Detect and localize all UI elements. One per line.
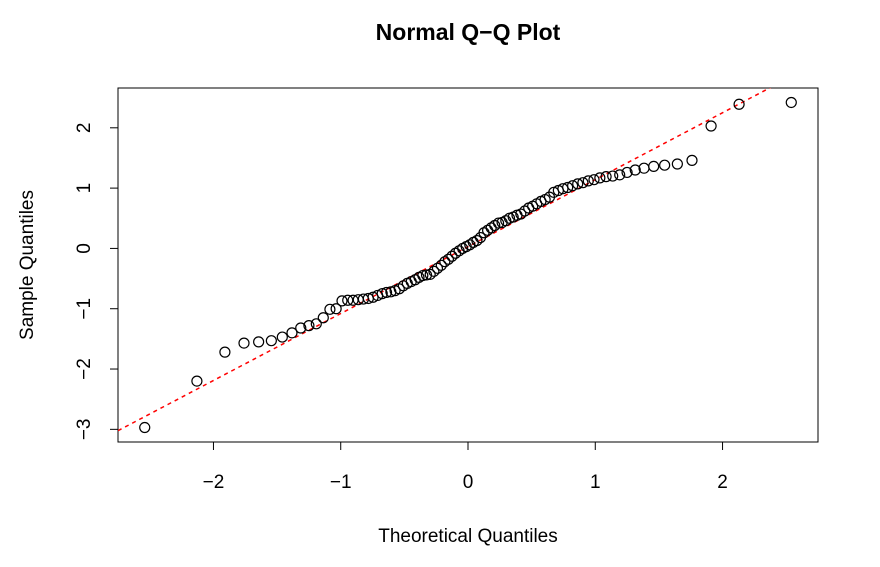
point <box>286 327 298 339</box>
point <box>310 318 322 330</box>
plot-area <box>118 88 772 432</box>
point <box>582 175 594 187</box>
point <box>219 346 231 358</box>
plot-frame <box>117 87 819 443</box>
chart-title: Normal Q−Q Plot <box>376 19 561 45</box>
point <box>276 331 288 343</box>
y-tick-label: −2 <box>74 358 95 380</box>
point <box>253 336 265 348</box>
y-tick-label: −1 <box>74 298 95 320</box>
point <box>607 170 619 182</box>
point <box>614 169 626 181</box>
point <box>442 253 454 265</box>
point <box>303 320 315 332</box>
point <box>439 256 451 268</box>
point <box>588 174 600 186</box>
point <box>336 295 348 307</box>
point <box>428 265 440 277</box>
point <box>139 421 151 434</box>
point <box>648 160 660 172</box>
point <box>471 234 483 247</box>
x-tick-label: −1 <box>330 472 352 493</box>
y-axis-label: Sample Quantiles <box>17 190 38 340</box>
point <box>376 288 388 300</box>
point <box>733 98 745 110</box>
point <box>621 166 633 179</box>
point <box>191 375 203 387</box>
point <box>567 180 579 192</box>
point <box>446 250 458 262</box>
point <box>431 262 444 274</box>
point <box>424 268 436 280</box>
y-tick-label: −3 <box>74 418 95 440</box>
x-tick-label: −2 <box>203 472 225 493</box>
point <box>705 120 717 132</box>
point <box>435 259 447 271</box>
point <box>671 158 683 170</box>
point <box>659 159 671 171</box>
point <box>572 178 584 190</box>
point <box>417 269 429 282</box>
y-tick-label: 0 <box>74 243 95 254</box>
point <box>238 337 250 349</box>
point <box>562 181 574 194</box>
point <box>420 269 433 281</box>
point <box>577 177 589 189</box>
point <box>785 96 797 109</box>
point <box>330 303 342 315</box>
point <box>317 312 329 324</box>
point <box>629 164 641 176</box>
y-tick-label: 2 <box>74 123 95 134</box>
point <box>265 335 277 347</box>
point <box>600 171 612 183</box>
point <box>380 286 393 299</box>
reference-line <box>118 88 772 432</box>
point <box>324 303 336 315</box>
point <box>295 322 307 334</box>
point <box>482 224 494 236</box>
point <box>492 217 505 229</box>
point <box>485 222 497 234</box>
x-tick-label: 1 <box>590 472 601 493</box>
point <box>594 172 606 184</box>
x-tick-label: 2 <box>717 472 728 493</box>
x-tick-label: 0 <box>463 472 474 493</box>
point <box>686 154 698 166</box>
x-axis-label: Theoretical Quantiles <box>378 526 558 547</box>
y-tick-label: 1 <box>74 183 95 194</box>
